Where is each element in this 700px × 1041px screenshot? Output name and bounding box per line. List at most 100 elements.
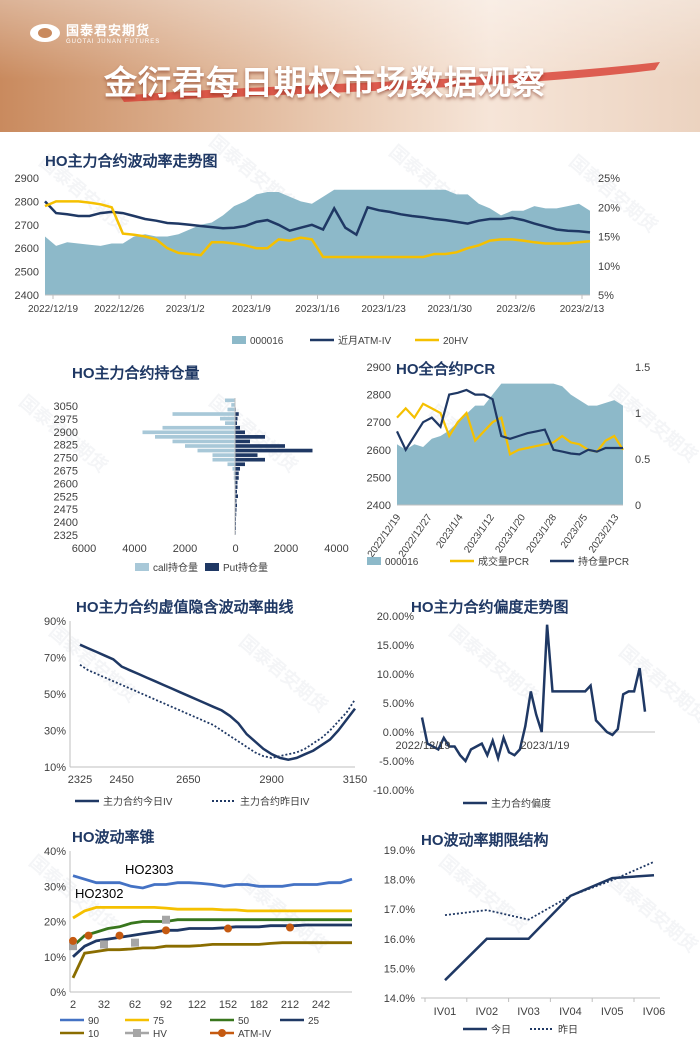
put-oi-bar: [235, 494, 238, 499]
atm-iv-marker: [115, 931, 124, 940]
legend-swatch: [135, 563, 149, 571]
atm-iv-marker: [69, 936, 77, 945]
y2-tick-label: 25%: [598, 173, 620, 185]
y-tick-label: 2400: [15, 290, 39, 302]
legend-label: call持仓量: [153, 561, 198, 574]
legend-label: 000016: [385, 557, 419, 568]
y-tick-label: 0.00%: [383, 727, 414, 739]
x-tick-label: 2023/2/6: [496, 304, 535, 315]
y-tick-label: 90%: [44, 616, 66, 628]
put-oi-bar: [235, 448, 313, 453]
legend-label: 25: [308, 1016, 320, 1027]
y-tick-label: 30%: [44, 881, 66, 893]
line-oi-pcr: [396, 388, 623, 456]
put-oi-bar: [235, 435, 265, 439]
put-oi-bar: [235, 421, 237, 425]
y-tick-label: 14.0%: [384, 993, 415, 1005]
y-tick-label: 2500: [367, 472, 391, 484]
y-tick-label: 30%: [44, 726, 66, 738]
x-tick-label: 122: [188, 999, 206, 1011]
annotation-ho2302: HO2302: [75, 886, 123, 901]
put-oi-bar: [235, 471, 239, 476]
y-tick-label: 2500: [15, 267, 39, 279]
line-today: [444, 873, 655, 982]
brand: 国泰君安期货 GUOTAI JUNAN FUTURES: [30, 20, 160, 45]
x-tick-label: 2023/1/19: [521, 740, 570, 752]
put-oi-bar: [235, 462, 245, 467]
y-tick-label: 50%: [44, 689, 66, 701]
x-tick-label: 2023/1/2: [166, 304, 205, 315]
hv-marker: [131, 938, 139, 947]
line-skew: [420, 624, 647, 764]
put-oi-bar: [235, 444, 285, 448]
y-tick-label: 10.00%: [377, 669, 415, 681]
legend-label: HV: [153, 1029, 167, 1040]
put-oi-bar: [235, 503, 237, 508]
legend-label: 90: [88, 1016, 100, 1027]
y-tick-label: 3050: [54, 401, 78, 413]
y-tick-label: 2400: [367, 500, 391, 512]
x-tick-label: 0: [232, 543, 238, 555]
legend-label: 昨日: [558, 1024, 578, 1036]
call-oi-bar: [212, 453, 235, 457]
annotation-ho2303: HO2303: [125, 862, 173, 877]
line-volume-pcr: [396, 402, 624, 457]
legend-label: 50: [238, 1016, 250, 1027]
y-tick-label: 0%: [50, 987, 66, 999]
pcr-chart: 24002500260027002800290000.511.52022/12/…: [366, 362, 651, 568]
x-tick-label: 3150: [343, 774, 367, 786]
legend-label: 持仓量PCR: [578, 555, 629, 568]
x-tick-label: 152: [219, 999, 237, 1011]
legend-label: 75: [153, 1016, 165, 1027]
put-oi-bar: [235, 457, 265, 462]
x-tick-label: 2023/1/28: [525, 512, 560, 555]
oi-title: HO主力合约持仓量: [72, 365, 200, 382]
x-tick-label: IV04: [559, 1006, 582, 1018]
x-tick-label: 2000: [173, 543, 197, 555]
atm-iv-marker: [286, 923, 294, 932]
y-tick-label: 19.0%: [384, 845, 415, 857]
x-tick-label: 2023/1/12: [462, 512, 497, 555]
line-atm-iv: [44, 200, 591, 237]
y-tick-label: 2825: [54, 440, 78, 452]
legend-swatch: [232, 336, 246, 344]
term-structure-title: HO波动率期限结构: [421, 832, 549, 849]
x-tick-label: 2023/1/9: [232, 304, 271, 315]
x-tick-label: 2023/1/16: [295, 304, 340, 315]
hv-marker: [162, 915, 170, 924]
x-tick-label: IV05: [601, 1006, 624, 1018]
call-oi-bar: [231, 403, 235, 407]
area-000016: [397, 383, 623, 505]
y-tick-label: 10%: [44, 952, 66, 964]
line-yesterday-iv: [79, 664, 356, 759]
legend-label: 主力合约昨日IV: [240, 795, 310, 808]
x-tick-label: 2450: [109, 774, 133, 786]
line-20hv: [44, 200, 591, 259]
call-oi-bar: [142, 430, 235, 435]
call-oi-bar: [232, 467, 235, 471]
page-title: 金衍君每日期权市场数据观察: [104, 64, 546, 101]
put-oi-bar: [235, 489, 237, 494]
y-tick-label: 20.00%: [377, 611, 415, 623]
put-oi-bar: [235, 485, 238, 489]
y2-tick-label: 5%: [598, 290, 614, 302]
call-oi-bar: [225, 421, 235, 425]
y-tick-label: 2800: [367, 390, 391, 402]
banner-shine: [0, 0, 700, 132]
cone-line-10: [71, 941, 352, 979]
y-tick-label: -5.00%: [379, 756, 414, 768]
y-tick-label: 17.0%: [384, 904, 415, 916]
brand-name: 国泰君安期货: [66, 23, 151, 38]
x-tick-label: IV02: [475, 1006, 498, 1018]
y-tick-label: 2400: [54, 517, 78, 529]
skew-title: HO主力合约偏度走势图: [411, 599, 569, 616]
line-yesterday: [444, 860, 655, 921]
oi-chart: 3050297529002825275026752600252524752400…: [54, 398, 349, 574]
legend-marker: [133, 1029, 141, 1037]
legend-label: 20HV: [443, 336, 468, 347]
call-oi-bar: [225, 398, 235, 403]
legend-swatch: [205, 563, 219, 571]
x-tick-label: 2023/1/23: [361, 304, 406, 315]
put-oi-bar: [235, 453, 258, 457]
